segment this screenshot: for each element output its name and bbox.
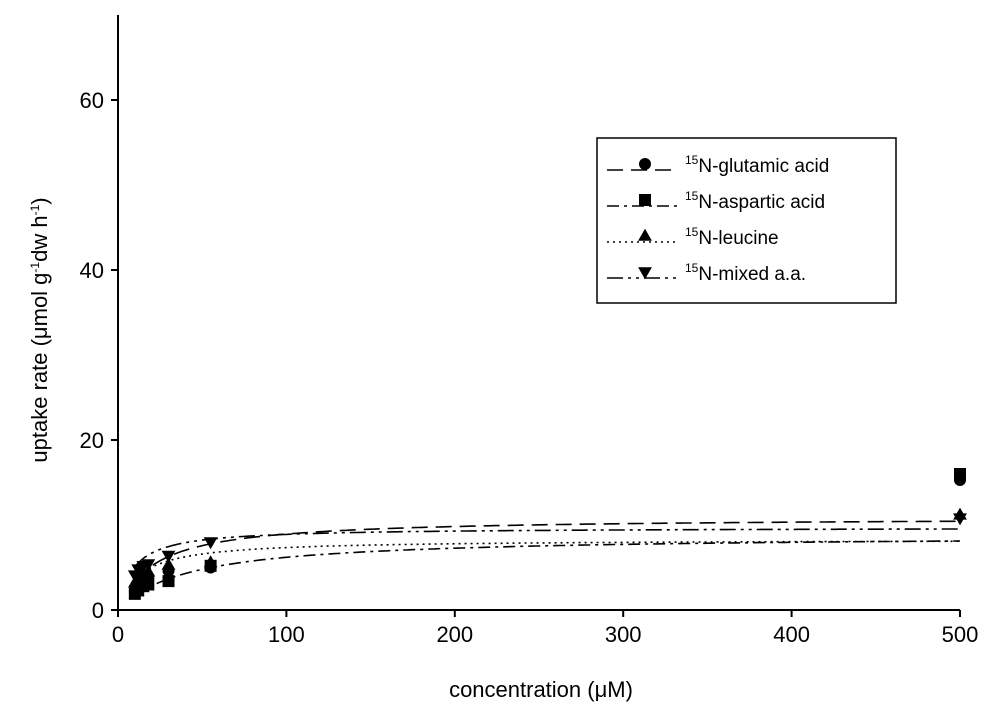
fit-line-4 [134, 528, 960, 568]
legend-label-4: 15N-mixed a.a. [685, 261, 806, 285]
data-point-series-2 [954, 468, 966, 480]
legend-marker-3 [638, 228, 652, 241]
data-markers [127, 468, 967, 600]
y-tick-label: 40 [80, 258, 104, 283]
x-tick-label: 300 [605, 622, 642, 647]
y-tick-label: 20 [80, 428, 104, 453]
legend-marker-1 [639, 158, 651, 170]
data-point-series-2 [162, 575, 175, 588]
x-tick-label: 200 [436, 622, 473, 647]
data-point-series-4 [161, 550, 176, 563]
data-point-series-3 [161, 557, 176, 570]
fit-lines [134, 520, 960, 597]
legend-label-3: 15N-leucine [685, 225, 779, 249]
data-point-series-2 [142, 578, 155, 591]
legend-label-2: 15N-aspartic acid [685, 189, 825, 213]
x-tick-label: 500 [942, 622, 979, 647]
legend-marker-4 [638, 267, 652, 280]
fit-line-2 [134, 540, 960, 597]
legend-label-1: 15N-glutamic acid [685, 153, 829, 177]
x-tick-label: 0 [112, 622, 124, 647]
legend-marker-2 [639, 194, 651, 206]
y-tick-label: 0 [92, 598, 104, 623]
legend: 15N-glutamic acid 15N-aspartic acid 15N-le… [596, 137, 897, 304]
x-tick-label: 400 [773, 622, 810, 647]
data-point-series-4 [953, 513, 967, 526]
x-tick-label: 100 [268, 622, 305, 647]
fit-line-1 [134, 520, 960, 582]
y-tick-label: 60 [80, 88, 104, 113]
data-point-series-3 [203, 555, 218, 568]
y-axis-label: uptake rate (μmol g-1dw h-1) [27, 197, 52, 462]
data-point-series-4 [141, 559, 156, 572]
tick-labels: 0 20 40 60 0 100 200 300 400 500 [80, 88, 979, 647]
axes [111, 15, 961, 617]
x-axis-label: concentration (μM) [449, 677, 633, 702]
data-point-series-4 [203, 537, 218, 550]
